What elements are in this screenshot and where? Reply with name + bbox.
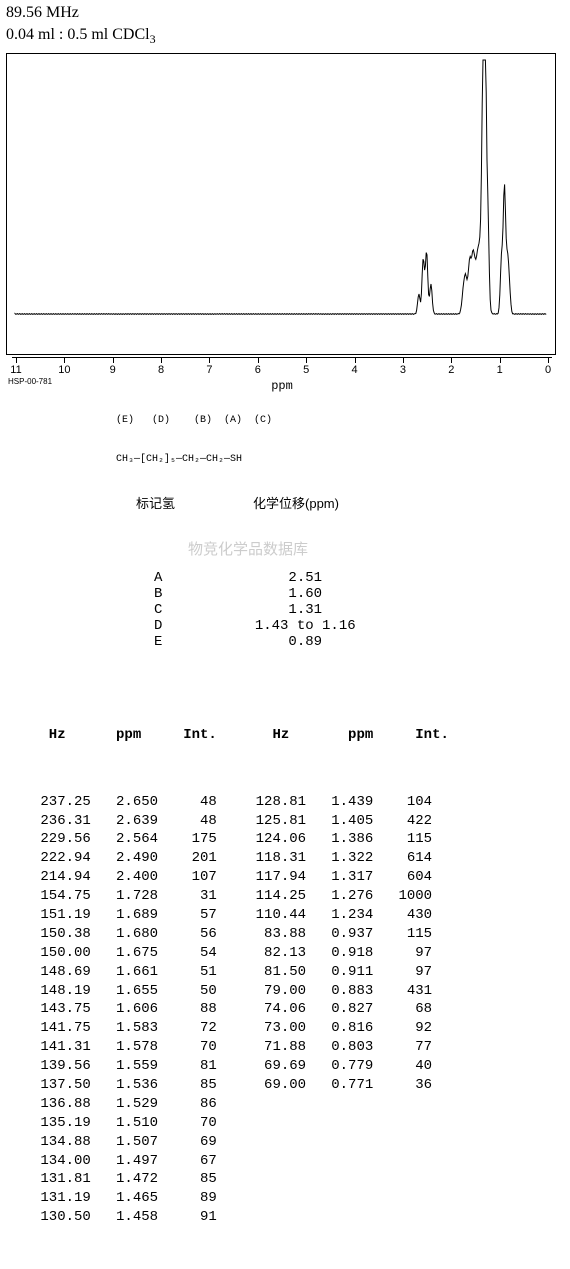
nmr-spectrum-frame — [6, 53, 556, 355]
watermark: 物竞化学品数据库 — [188, 538, 308, 559]
axis-tick — [161, 357, 162, 363]
peaks-left-rows: 237.25 2.650 48 236.31 2.639 48 229.56 2… — [32, 793, 225, 1227]
axis-tick-label: 9 — [110, 364, 116, 376]
assign-header-h2: 化学位移(ppm) — [253, 496, 339, 511]
axis-tick-label: 4 — [351, 364, 357, 376]
structure-bottom: CH₃—[CH₂]₅—CH₂—CH₂—SH — [116, 453, 564, 466]
assign-header-h1: 标记氢 — [136, 496, 175, 511]
axis-tick — [64, 357, 65, 363]
solvent-prefix: 0.04 ml : 0.5 ml CDCl — [6, 26, 150, 43]
peaks-col-right: Hz ppm Int. 128.81 1.439 104 125.81 1.40… — [247, 688, 457, 1265]
axis-tick — [113, 357, 114, 363]
peaks-col-left: Hz ppm Int. 237.25 2.650 48 236.31 2.639… — [32, 688, 225, 1265]
assignments-header: 标记氢 化学位移(ppm) — [136, 493, 564, 512]
axis-tick — [451, 357, 452, 363]
axis-line — [12, 357, 552, 358]
peaks-right-rows: 128.81 1.439 104 125.81 1.405 422 124.06… — [247, 793, 457, 1095]
axis-tick-label: 0 — [545, 364, 551, 376]
axis-tick-label: 10 — [58, 364, 70, 376]
axis-tick-label: 6 — [255, 364, 261, 376]
ppm-axis: 11109876543210 ppm — [6, 357, 558, 391]
solvent-sub: 3 — [150, 32, 156, 46]
nmr-trace — [15, 60, 546, 314]
solvent-header: 0.04 ml : 0.5 ml CDCl3 — [6, 26, 564, 47]
axis-tick — [500, 357, 501, 363]
axis-tick — [403, 357, 404, 363]
nmr-spectrum-svg — [7, 54, 555, 354]
axis-tick-label: 11 — [10, 364, 21, 376]
axis-tick-label: 1 — [497, 364, 503, 376]
peaks-header-left: Hz ppm Int. — [32, 726, 225, 745]
axis-tick — [16, 357, 17, 363]
structure-labels: (E) (D) (B) (A) (C) CH₃—[CH₂]₅—CH₂—CH₂—S… — [116, 388, 564, 479]
axis-tick-label: 8 — [158, 364, 164, 376]
axis-tick — [209, 357, 210, 363]
axis-tick-label: 5 — [303, 364, 309, 376]
axis-tick — [306, 357, 307, 363]
peaks-header-right: Hz ppm Int. — [247, 726, 457, 745]
axis-tick — [258, 357, 259, 363]
axis-tick — [355, 357, 356, 363]
axis-tick-label: 3 — [400, 364, 406, 376]
freq-header: 89.56 MHz — [6, 4, 564, 22]
structure-top: (E) (D) (B) (A) (C) — [116, 414, 564, 427]
assign-rows: A 2.51 B 1.60 C 1.31 D 1.43 to 1.16 E 0.… — [154, 570, 564, 650]
axis-title: ppm — [271, 379, 293, 393]
axis-tick-label: 7 — [206, 364, 212, 376]
axis-tick-label: 2 — [448, 364, 454, 376]
axis-tick — [548, 357, 549, 363]
peaks-tables: Hz ppm Int. 237.25 2.650 48 236.31 2.639… — [6, 688, 564, 1265]
assignments-table: 物竞化学品数据库 A 2.51 B 1.60 C 1.31 D 1.43 to … — [154, 522, 564, 666]
